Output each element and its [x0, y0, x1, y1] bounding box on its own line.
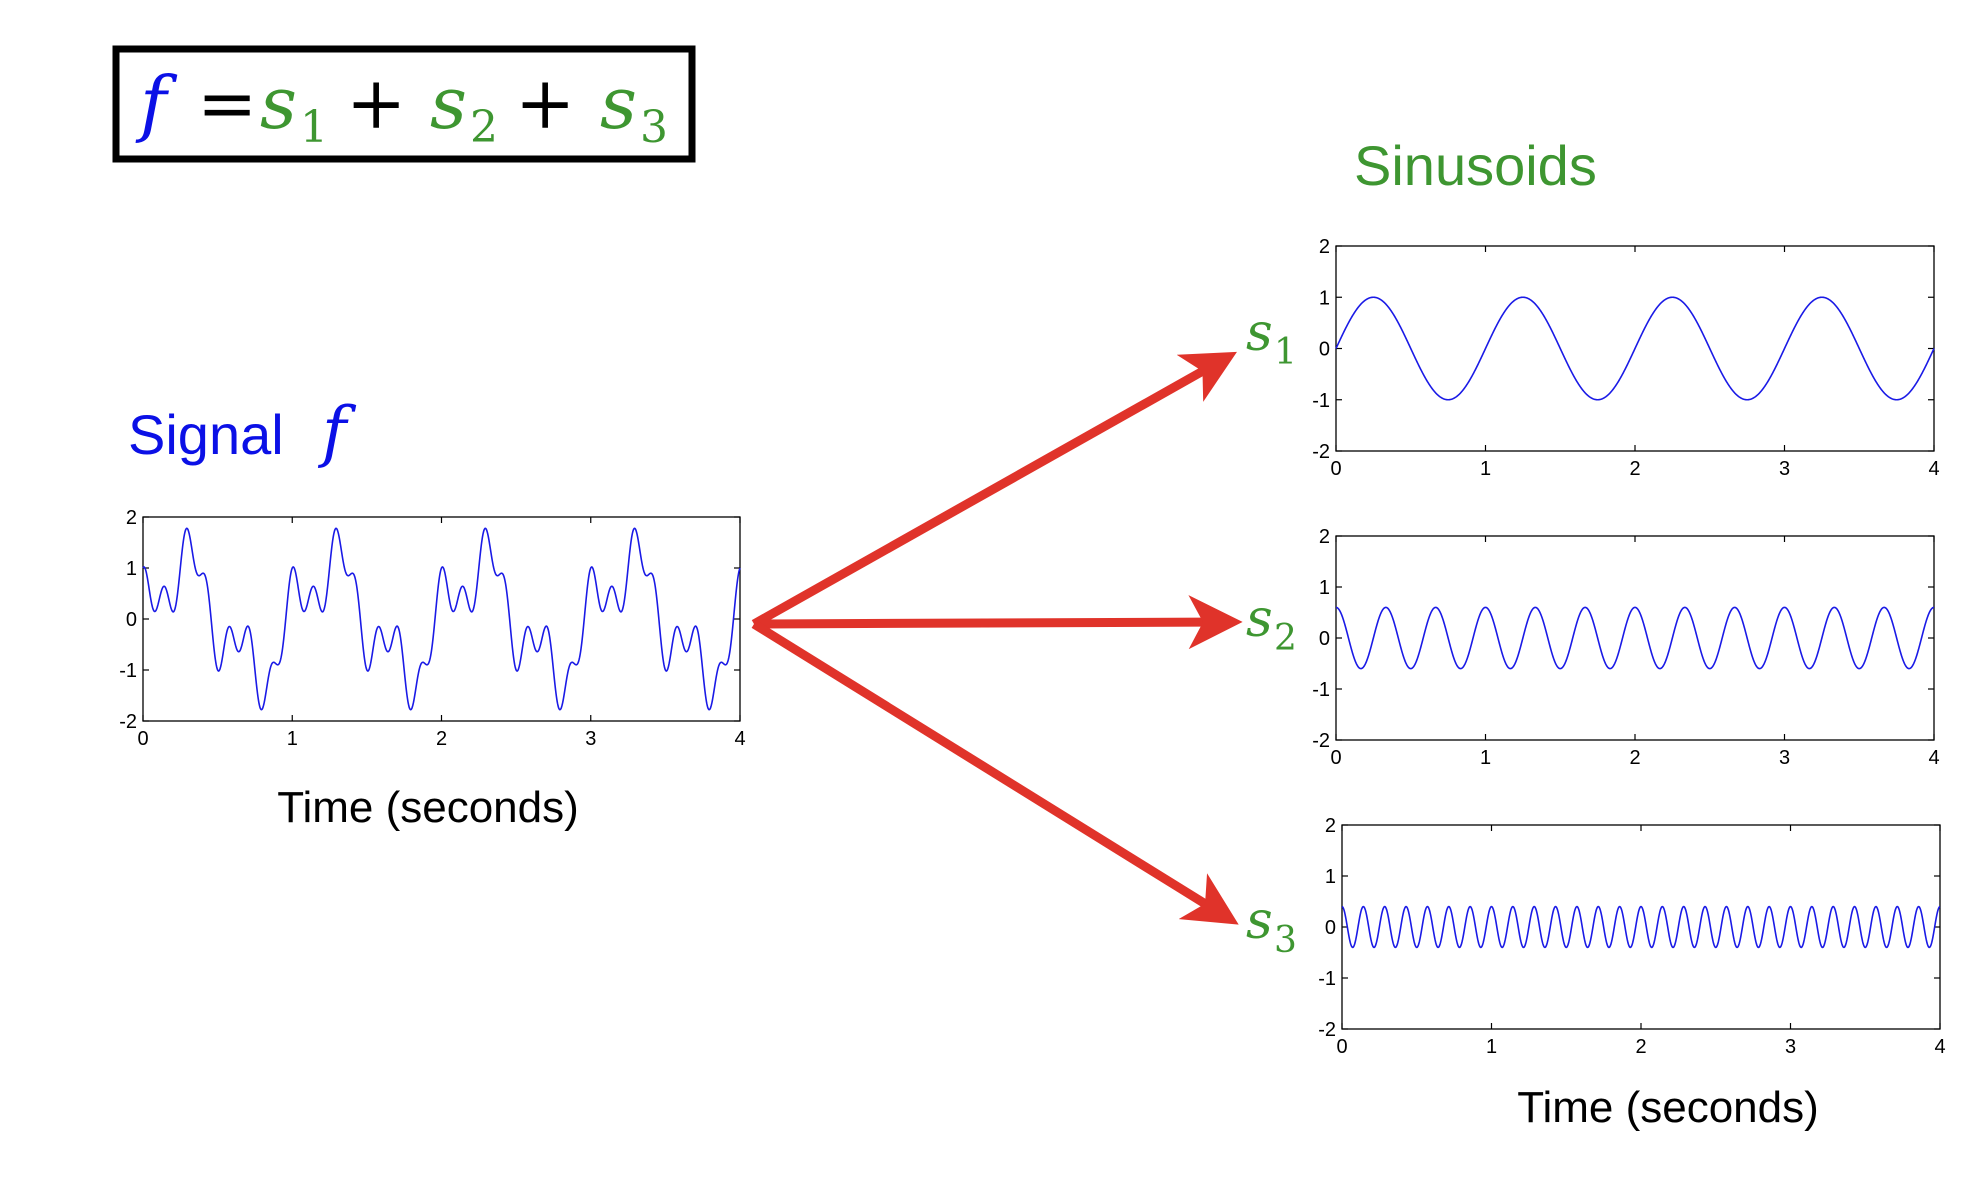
series-line-s1	[1335, 296, 1935, 401]
x-tick-label-f-1: 1	[287, 728, 298, 750]
x-axis-label-signal: Time (seconds)	[277, 783, 579, 832]
y-tick-label-s1-0: 2	[1319, 236, 1330, 258]
x-tick-label-s3-1: 1	[1486, 1036, 1497, 1058]
x-axis-label-sinusoids: Time (seconds)	[1517, 1083, 1819, 1132]
y-tick-label-f-0: 2	[126, 507, 137, 529]
formula-s3: s	[600, 61, 637, 145]
plot-frame-s2	[1335, 535, 1935, 741]
arrow-to-s3	[751, 620, 1239, 925]
x-tick-label-s3-4: 4	[1934, 1036, 1945, 1058]
y-tick-label-s2-4: -2	[1312, 730, 1330, 752]
formula-plus-2: +	[515, 61, 575, 145]
y-tick-label-s1-3: -1	[1312, 390, 1330, 412]
formula-s2-sub: 2	[470, 102, 498, 153]
x-tick-label-f-3: 3	[585, 728, 596, 750]
x-tick-label-s1-0: 0	[1330, 458, 1341, 480]
y-tick-label-s3-3: -1	[1318, 968, 1336, 990]
y-tick-label-s2-1: 1	[1319, 577, 1330, 599]
formula-f: f	[135, 61, 178, 145]
plot-label-s2-sub: 2	[1274, 618, 1297, 659]
signal-title-symbol: f	[317, 393, 357, 470]
formula-s1: s	[260, 61, 297, 145]
x-tick-label-s2-2: 2	[1629, 747, 1640, 769]
x-tick-label-s1-4: 4	[1928, 458, 1939, 480]
y-tick-label-f-4: -2	[119, 711, 137, 733]
signal-title: Signal f	[128, 393, 357, 470]
formula-s2: s	[430, 61, 467, 145]
y-tick-label-s2-0: 2	[1319, 526, 1330, 548]
plot-label-s2: s 2	[1246, 589, 1297, 659]
plot-label-s3-sub: 3	[1274, 920, 1297, 961]
x-tick-label-f-0: 0	[137, 728, 148, 750]
arrow-to-s2	[753, 595, 1243, 650]
y-tick-label-s3-0: 2	[1325, 815, 1336, 837]
x-tick-label-s3-3: 3	[1785, 1036, 1796, 1058]
x-tick-label-s1-1: 1	[1480, 458, 1491, 480]
plot-sinusoid-s2: 0 1 2 3 4 2 1 0 -1 -2	[1312, 526, 1939, 769]
arrows	[751, 351, 1243, 925]
y-tick-label-s2-3: -1	[1312, 679, 1330, 701]
y-tick-label-s1-2: 0	[1319, 339, 1330, 361]
series-line-s2	[1335, 606, 1935, 670]
formula-equals: =	[197, 61, 257, 145]
plot-frame-f	[142, 516, 741, 722]
series-line-s3	[1341, 905, 1941, 949]
plot-signal-f: 0 1 2 3 4 2 1 0 -1 -2	[119, 507, 745, 750]
formula-s1-sub: 1	[300, 102, 328, 153]
plot-sinusoid-s3: 0 1 2 3 4 2 1 0 -1 -2	[1318, 815, 1945, 1058]
x-tick-label-s2-0: 0	[1330, 747, 1341, 769]
sinusoids-title: Sinusoids	[1354, 134, 1597, 197]
formula-box: f = s 1 + s 2 + s 3	[112, 45, 696, 163]
formula-plus-1: +	[346, 61, 406, 145]
y-tick-label-s3-2: 0	[1325, 917, 1336, 939]
plot-label-s2-sym: s	[1246, 589, 1273, 649]
x-tick-label-s2-4: 4	[1928, 747, 1939, 769]
plot-label-s1-sub: 1	[1274, 332, 1297, 373]
y-tick-label-s1-1: 1	[1319, 287, 1330, 309]
y-tick-label-s1-4: -2	[1312, 441, 1330, 463]
y-tick-label-s3-1: 1	[1325, 866, 1336, 888]
y-tick-label-f-3: -1	[119, 660, 137, 682]
y-tick-label-f-2: 0	[126, 609, 137, 631]
plot-label-s3: s 3	[1246, 891, 1297, 961]
series-line-f	[142, 527, 741, 711]
x-tick-label-s1-2: 2	[1629, 458, 1640, 480]
plot-label-s1-sym: s	[1246, 303, 1273, 363]
y-tick-label-s3-4: -2	[1318, 1019, 1336, 1041]
plot-frame-s3	[1341, 824, 1941, 1030]
formula-s3-sub: 3	[640, 102, 668, 153]
formula-frame	[112, 45, 696, 163]
x-tick-label-s1-3: 3	[1779, 458, 1790, 480]
formula-text: f = s 1 + s 2 + s 3	[135, 61, 668, 158]
arrow-to-s1	[751, 351, 1237, 628]
x-tick-label-s2-1: 1	[1480, 747, 1491, 769]
plot-label-s1: s 1	[1246, 303, 1297, 373]
x-tick-label-s3-0: 0	[1336, 1036, 1347, 1058]
x-tick-label-f-4: 4	[734, 728, 745, 750]
x-tick-label-s3-2: 2	[1635, 1036, 1646, 1058]
plot-label-s3-sym: s	[1246, 891, 1273, 951]
plot-sinusoid-s1: 0 1 2 3 4 2 1 0 -1 -2	[1312, 236, 1939, 480]
signal-title-text: Signal	[128, 403, 284, 466]
x-tick-label-f-2: 2	[436, 728, 447, 750]
y-tick-label-f-1: 1	[126, 558, 137, 580]
y-tick-label-s2-2: 0	[1319, 628, 1330, 650]
x-tick-label-s2-3: 3	[1779, 747, 1790, 769]
